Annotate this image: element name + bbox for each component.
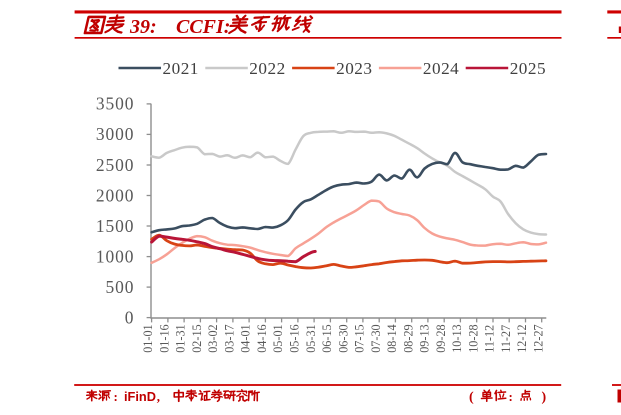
svg-text::: : [114, 389, 118, 404]
svg-text:04-16: 04-16 [255, 324, 269, 352]
svg-text:09-13: 09-13 [418, 324, 432, 352]
svg-text:1500: 1500 [96, 216, 134, 236]
svg-text:11-12: 11-12 [483, 325, 497, 353]
svg-text:08-14: 08-14 [385, 324, 399, 352]
svg-text:06-30: 06-30 [336, 324, 350, 352]
svg-text:01-31: 01-31 [174, 324, 188, 352]
svg-text:3000: 3000 [96, 124, 134, 144]
svg-text:,: , [157, 389, 160, 404]
svg-text:2500: 2500 [96, 155, 134, 175]
svg-text:2000: 2000 [96, 185, 134, 205]
svg-text:12-27: 12-27 [531, 324, 545, 352]
svg-text:07-15: 07-15 [353, 324, 367, 352]
svg-text:CCFI:: CCFI: [176, 16, 230, 38]
svg-text:12-12: 12-12 [515, 324, 529, 352]
svg-text:1000: 1000 [96, 246, 134, 266]
svg-text:(: ( [469, 390, 474, 405]
svg-text:2025: 2025 [510, 59, 546, 78]
svg-text:): ) [542, 390, 547, 405]
svg-text::: : [509, 389, 513, 404]
svg-text:01-01: 01-01 [141, 324, 155, 352]
svg-text:10-28: 10-28 [466, 324, 480, 352]
svg-text:06-15: 06-15 [320, 324, 334, 352]
svg-text:39:: 39: [129, 16, 157, 38]
svg-text:2023: 2023 [336, 59, 372, 78]
svg-text:11-27: 11-27 [499, 325, 513, 353]
svg-text:05-16: 05-16 [288, 324, 302, 352]
svg-text:02-15: 02-15 [190, 324, 204, 352]
svg-text:08-29: 08-29 [401, 324, 415, 352]
svg-text:iFinD: iFinD [124, 389, 156, 404]
svg-text:07-30: 07-30 [369, 324, 383, 352]
svg-text:0: 0 [125, 307, 135, 327]
svg-text:2024: 2024 [423, 59, 459, 78]
svg-text:3500: 3500 [96, 94, 134, 114]
svg-text:2021: 2021 [163, 59, 199, 78]
svg-text:04-01: 04-01 [239, 324, 253, 352]
svg-text:01-16: 01-16 [158, 324, 172, 352]
svg-text:10-13: 10-13 [450, 324, 464, 352]
svg-text:05-31: 05-31 [304, 324, 318, 352]
svg-text:500: 500 [106, 277, 135, 297]
svg-text:09-28: 09-28 [434, 324, 448, 352]
svg-text:05-01: 05-01 [271, 324, 285, 352]
svg-text:03-17: 03-17 [223, 324, 237, 352]
svg-text:03-02: 03-02 [206, 324, 220, 352]
svg-text:2022: 2022 [249, 59, 285, 78]
